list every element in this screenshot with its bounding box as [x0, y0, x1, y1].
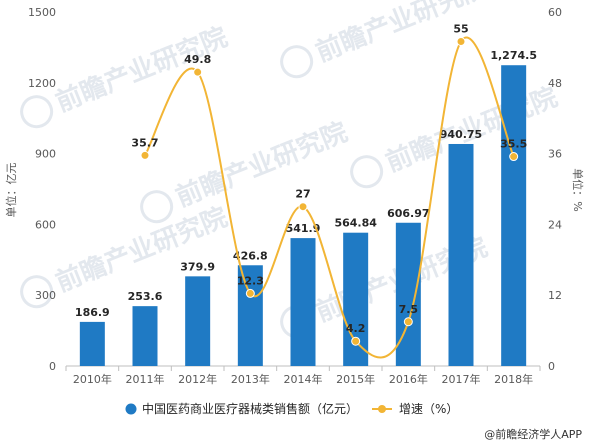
- y-right-tick-label: 12: [548, 289, 562, 302]
- y-left-tick-label: 1500: [28, 6, 56, 19]
- y-right-tick-label: 0: [548, 360, 555, 373]
- legend-line-label: 增速（%）: [399, 402, 458, 416]
- watermark-logo-icon: [20, 275, 54, 309]
- x-tick-label: 2011年: [126, 372, 165, 386]
- watermark-logo-icon: [280, 45, 314, 79]
- bar-value-label: 541.9: [286, 222, 321, 235]
- growth-point: [193, 67, 203, 77]
- y-right-tick-label: 24: [548, 218, 562, 231]
- growth-line: [144, 36, 515, 359]
- bar: [237, 265, 263, 366]
- x-tick-label: 2018年: [494, 372, 533, 386]
- x-tick-label: 2012年: [178, 372, 217, 386]
- y-axis-left: 0 300 600 900 1200 1500: [28, 6, 56, 373]
- growth-point: [140, 150, 150, 160]
- growth-point: [245, 288, 255, 298]
- watermark-logo-icon: [350, 155, 384, 189]
- bar-value-label: 379.9: [180, 260, 215, 273]
- x-tick-label: 2016年: [389, 372, 428, 386]
- bar-value-label: 940.75: [440, 128, 482, 141]
- y-axis-right-title: 单位：%: [571, 168, 585, 211]
- growth-point: [298, 202, 308, 212]
- bar: [395, 222, 421, 366]
- x-axis: 2010年 2011年 2012年 2013年 2014年 2015年 2016年 2017年…: [65, 366, 541, 386]
- watermark-layer: 前瞻产业研究院前瞻产业研究院前瞻产业研究院前瞻产业研究院前瞻产业研究院前瞻产业研…: [20, 0, 562, 339]
- line-data-labels: 35.7 49.8 12.3 27 4.2 7.5 55 35.5: [131, 23, 527, 336]
- growth-point: [403, 317, 413, 327]
- bar-value-label: 1,274.5: [490, 49, 537, 62]
- growth-value-label: 4.2: [346, 322, 366, 335]
- bar-series: [79, 65, 527, 366]
- growth-point: [351, 336, 361, 346]
- source-credit: @前瞻经济学人APP: [484, 427, 582, 441]
- bar: [185, 276, 211, 366]
- growth-point: [456, 37, 466, 46]
- bar: [132, 306, 158, 366]
- x-tick-label: 2017年: [442, 372, 481, 386]
- bar: [290, 238, 316, 366]
- y-right-tick-label: 60: [548, 6, 562, 19]
- y-right-tick-label: 36: [548, 148, 562, 161]
- y-left-tick-label: 900: [35, 148, 56, 161]
- growth-value-label: 35.7: [131, 136, 158, 149]
- growth-value-label: 27: [295, 188, 310, 201]
- y-axis-right: 0 12 24 36 48 60: [548, 6, 562, 373]
- watermark-logo-icon: [20, 95, 54, 129]
- growth-value-label: 12.3: [237, 274, 264, 287]
- y-axis-left-title: 单位：亿元: [4, 163, 18, 218]
- y-right-tick-label: 48: [548, 77, 562, 90]
- y-left-tick-label: 1200: [28, 77, 56, 90]
- bar-value-label: 253.6: [128, 290, 163, 303]
- x-tick-label: 2010年: [73, 372, 112, 386]
- line-series: [140, 36, 519, 359]
- y-left-tick-label: 0: [49, 360, 56, 373]
- legend-bar-marker: [125, 403, 137, 415]
- growth-value-label: 55: [453, 23, 468, 36]
- growth-value-label: 7.5: [399, 303, 419, 316]
- legend-bar-label: 中国医药商业医疗器械类销售额（亿元）: [142, 401, 358, 416]
- watermark: 前瞻产业研究院: [140, 116, 352, 224]
- bar: [448, 143, 474, 366]
- bar: [79, 321, 105, 366]
- growth-value-label: 35.5: [500, 138, 527, 151]
- x-tick-label: 2015年: [336, 372, 375, 386]
- watermark-text: 前瞻产业研究院: [171, 116, 351, 213]
- watermark-logo-icon: [140, 190, 174, 224]
- bar-data-labels: 186.9 253.6 379.9 426.8 541.9 564.84 606.97 940…: [75, 49, 537, 319]
- x-tick-label: 2014年: [284, 372, 323, 386]
- growth-value-label: 49.8: [184, 53, 211, 66]
- bar-value-label: 564.84: [334, 217, 377, 230]
- legend-line-marker-dot: [378, 405, 386, 413]
- bar: [501, 65, 527, 366]
- y-left-tick-label: 300: [35, 289, 56, 302]
- bar-value-label: 426.8: [233, 249, 268, 262]
- bar: [343, 232, 369, 366]
- bar-value-label: 606.97: [387, 207, 429, 220]
- legend: 中国医药商业医疗器械类销售额（亿元） 增速（%）: [125, 401, 458, 416]
- watermark-text: 前瞻产业研究院: [51, 21, 231, 118]
- bar-value-label: 186.9: [75, 306, 110, 319]
- y-left-tick-label: 600: [35, 218, 56, 231]
- growth-point: [509, 152, 519, 162]
- x-tick-label: 2013年: [231, 372, 270, 386]
